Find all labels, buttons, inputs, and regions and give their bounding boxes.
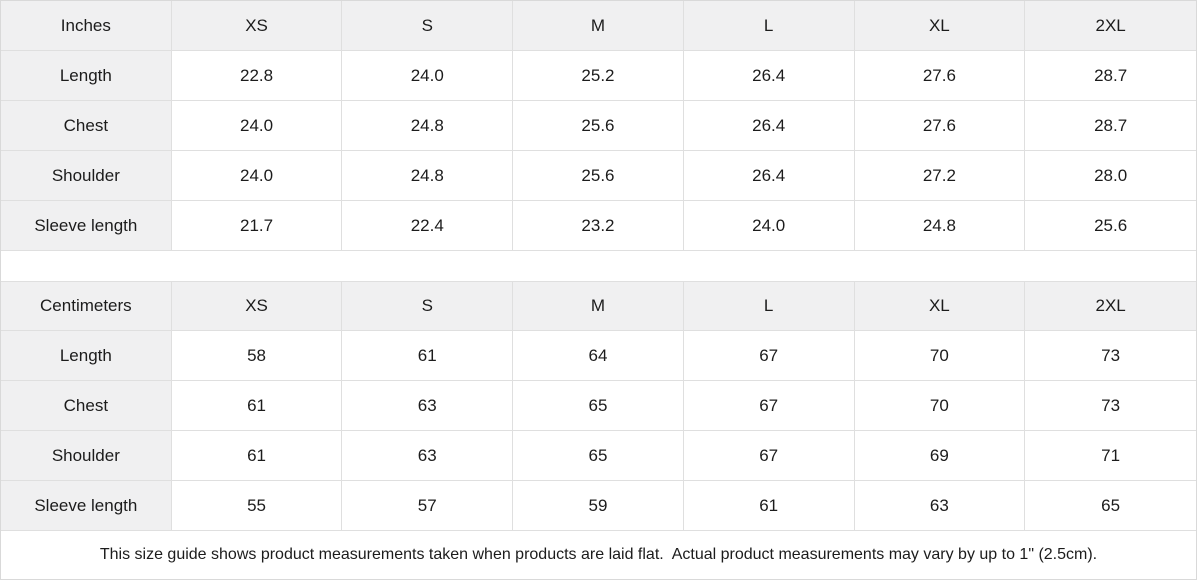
measurement-cell: 67	[683, 381, 855, 431]
size-column-header-s: S	[342, 1, 514, 51]
inches-unit-header-cell: Inches	[1, 1, 172, 51]
size-column-header-xl: XL	[854, 281, 1026, 331]
measurement-cell: 61	[342, 331, 514, 381]
measurement-cell: 67	[683, 331, 855, 381]
measurement-cell: 25.6	[513, 101, 684, 151]
measurement-cell: 67	[683, 431, 855, 481]
measurement-cell: 70	[854, 331, 1026, 381]
measurement-cell: 57	[342, 481, 514, 531]
measurement-cell: 58	[171, 331, 343, 381]
row-label-cell: Chest	[1, 101, 172, 151]
measurement-cell: 26.4	[683, 51, 855, 101]
measurement-cell: 26.4	[683, 101, 855, 151]
row-label-cell: Sleeve length	[1, 201, 172, 251]
table-row: Length 22.8 24.0 25.2 26.4 27.6 28.7	[1, 51, 1196, 101]
measurement-cell: 73	[1025, 331, 1196, 381]
size-column-header-s: S	[342, 281, 514, 331]
measurement-cell: 24.0	[171, 101, 343, 151]
measurement-cell: 25.2	[513, 51, 684, 101]
size-column-header-l: L	[683, 1, 855, 51]
measurement-cell: 61	[683, 481, 855, 531]
row-label-cell: Length	[1, 51, 172, 101]
size-column-header-m: M	[513, 281, 684, 331]
measurement-cell: 27.6	[854, 101, 1026, 151]
measurement-cell: 61	[171, 381, 343, 431]
measurement-cell: 24.8	[342, 101, 514, 151]
table-row: Chest 61 63 65 67 70 73	[1, 381, 1196, 431]
table-row: Sleeve length 55 57 59 61 63 65	[1, 481, 1196, 531]
measurement-cell: 69	[854, 431, 1026, 481]
measurement-cell: 23.2	[513, 201, 684, 251]
measurement-cell: 24.0	[683, 201, 855, 251]
measurement-cell: 22.4	[342, 201, 514, 251]
measurement-cell: 25.6	[513, 151, 684, 201]
table-row: Shoulder 24.0 24.8 25.6 26.4 27.2 28.0	[1, 151, 1196, 201]
measurement-cell: 61	[171, 431, 343, 481]
measurement-cell: 63	[342, 381, 514, 431]
measurement-cell: 26.4	[683, 151, 855, 201]
measurement-cell: 70	[854, 381, 1026, 431]
measurement-cell: 28.0	[1025, 151, 1196, 201]
size-column-header-m: M	[513, 1, 684, 51]
row-label-cell: Sleeve length	[1, 481, 172, 531]
measurement-cell: 28.7	[1025, 101, 1196, 151]
measurement-cell: 71	[1025, 431, 1196, 481]
row-label-cell: Chest	[1, 381, 172, 431]
size-table-inches: Inches XS S M L XL 2XL Length 22.8 24.0 25.2 26.4 27…	[1, 1, 1196, 251]
measurement-cell: 24.8	[342, 151, 514, 201]
measurement-cell: 73	[1025, 381, 1196, 431]
size-column-header-l: L	[683, 281, 855, 331]
row-label-cell: Shoulder	[1, 431, 172, 481]
measurement-cell: 65	[1025, 481, 1196, 531]
size-column-header-xs: XS	[171, 1, 343, 51]
table-row: Shoulder 61 63 65 67 69 71	[1, 431, 1196, 481]
size-header-row: Centimeters XS S M L XL 2XL	[1, 281, 1196, 331]
row-label-cell: Shoulder	[1, 151, 172, 201]
measurement-cell: 27.6	[854, 51, 1026, 101]
size-column-header-2xl: 2XL	[1025, 1, 1196, 51]
measurement-cell: 21.7	[171, 201, 343, 251]
measurement-cell: 65	[513, 431, 684, 481]
measurement-cell: 24.8	[854, 201, 1026, 251]
centimeters-unit-header-cell: Centimeters	[1, 281, 172, 331]
measurement-cell: 22.8	[171, 51, 343, 101]
measurement-cell: 24.0	[342, 51, 514, 101]
size-column-header-2xl: 2XL	[1025, 281, 1196, 331]
measurement-cell: 55	[171, 481, 343, 531]
size-guide-disclaimer: This size guide shows product measuremen…	[1, 531, 1196, 579]
table-row: Length 58 61 64 67 70 73	[1, 331, 1196, 381]
measurement-cell: 24.0	[171, 151, 343, 201]
table-gap-divider	[1, 251, 1196, 281]
size-column-header-xl: XL	[854, 1, 1026, 51]
measurement-cell: 27.2	[854, 151, 1026, 201]
measurement-cell: 59	[513, 481, 684, 531]
size-header-row: Inches XS S M L XL 2XL	[1, 1, 1196, 51]
measurement-cell: 28.7	[1025, 51, 1196, 101]
table-row: Chest 24.0 24.8 25.6 26.4 27.6 28.7	[1, 101, 1196, 151]
row-label-cell: Length	[1, 331, 172, 381]
size-table-centimeters: Centimeters XS S M L XL 2XL Length 58 61 64 67 70 73 C…	[1, 281, 1196, 531]
measurement-cell: 25.6	[1025, 201, 1196, 251]
measurement-cell: 65	[513, 381, 684, 431]
measurement-cell: 63	[854, 481, 1026, 531]
measurement-cell: 64	[513, 331, 684, 381]
size-column-header-xs: XS	[171, 281, 343, 331]
measurement-cell: 63	[342, 431, 514, 481]
table-row: Sleeve length 21.7 22.4 23.2 24.0 24.8 25.6	[1, 201, 1196, 251]
